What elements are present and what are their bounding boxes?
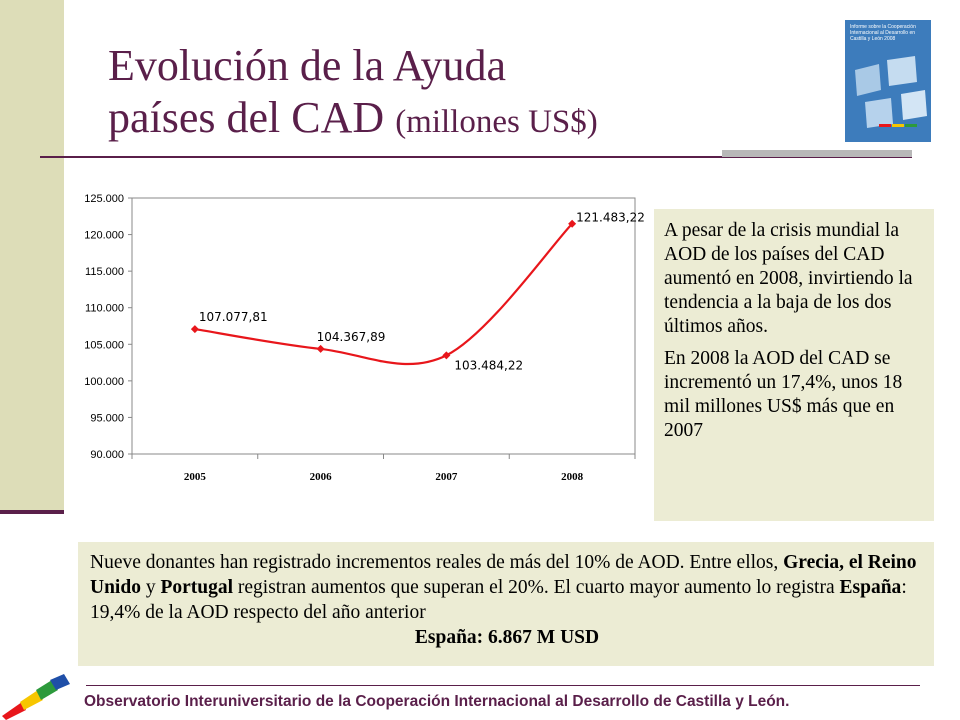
data-label: 104.367,89 [317,330,386,344]
plot-area [131,197,636,455]
title-divider [40,156,912,158]
bottom-text-portugal: Portugal [160,577,234,598]
data-points [190,219,577,360]
report-cover-image: Informe sobre la Cooperación Internacion… [845,20,931,142]
side-text-paragraph-2: En 2008 la AOD del CAD se incrementó un … [664,348,903,441]
logo-segment-green [36,680,58,700]
bottom-text-box: Nueve donantes han registrado incremento… [78,542,934,666]
title-line-1: Evolución de la Ayuda [108,41,506,90]
series-line-aod [194,222,573,366]
x-tick-label: 2006 [310,471,333,483]
cover-mark-yellow [892,124,904,127]
title-line-2-unit: (millones US$) [395,104,598,140]
bottom-text-paragraph: Nueve donantes han registrado incremento… [90,550,924,625]
cover-mark-green [905,124,917,127]
logo-segment-blue [50,674,70,690]
y-tick-label: 120.000 [84,230,124,242]
x-tick-label: 2008 [561,471,584,483]
footer-divider [86,685,920,686]
aid-evolution-chart: 90.000 95.000 100.000 105.000 110.000 115.000… [84,193,645,483]
y-tick-label: 115.000 [85,266,124,278]
y-tick-label: 100.000 [84,376,124,388]
report-cover-graphic [855,56,927,128]
x-tick-label: 2005 [184,471,207,483]
cover-shape-3 [865,98,893,128]
y-axis-ticks: 90.000 95.000 100.000 105.000 110.000 115.000… [84,193,132,461]
bottom-text-part-2: y [140,577,161,598]
data-label: 103.484,22 [454,358,523,372]
bottom-text-part-4: : 19,4% de la AOD respecto del año anter… [90,577,907,623]
left-bar-underline [0,510,64,514]
cover-shape-4 [901,90,927,120]
x-tick-label: 2007 [435,471,458,483]
logo-segment-red [2,702,26,720]
title-line-2-main: países del CAD [108,93,385,142]
side-text-paragraph-1: A pesar de la crisis mundial la AOD de l… [664,220,913,337]
title-line-2: países del CAD (millones US$) [108,92,598,148]
logo-segment-yellow [20,690,43,710]
data-label: 107.077,81 [199,310,268,324]
y-tick-label: 110.000 [85,303,124,315]
data-point [190,325,199,334]
side-text-box: A pesar de la crisis mundial la AOD de l… [654,209,934,521]
observatory-logo [2,674,70,720]
bottom-text-highlight: España: 6.867 M USD [414,627,600,648]
data-point [568,219,577,228]
y-tick-label: 90.000 [90,449,124,461]
data-point [316,344,325,353]
data-labels: 107.077,81 104.367,89 103.484,22 121.483,22 [199,211,645,373]
footer-text: Observatorio Interuniversitario de la Co… [84,693,790,710]
data-label: 121.483,22 [576,211,645,225]
left-decorative-bar [0,0,64,512]
cover-mark-red [879,124,891,127]
report-cover-text: Informe sobre la Cooperación Internacion… [850,24,916,42]
y-tick-label: 125.000 [84,193,124,205]
bottom-text-spain: España [839,577,902,598]
slide-title: Evolución de la Ayuda países del CAD (mi… [108,40,598,148]
cover-shape-2 [887,56,917,86]
bottom-text-part-1: Nueve donantes han registrado incremento… [90,552,784,573]
data-point [442,351,451,360]
cover-shape-1 [855,64,881,96]
bottom-text-part-3: registran aumentos que superan el 20%. E… [233,577,840,598]
y-tick-label: 95.000 [90,412,124,424]
title-divider-accent [722,150,912,157]
bottom-text-countries: Grecia, el Reino Unido [90,552,917,598]
x-axis-ticks: 2005 2006 2007 2008 [131,454,636,483]
y-tick-label: 105.000 [84,339,124,351]
